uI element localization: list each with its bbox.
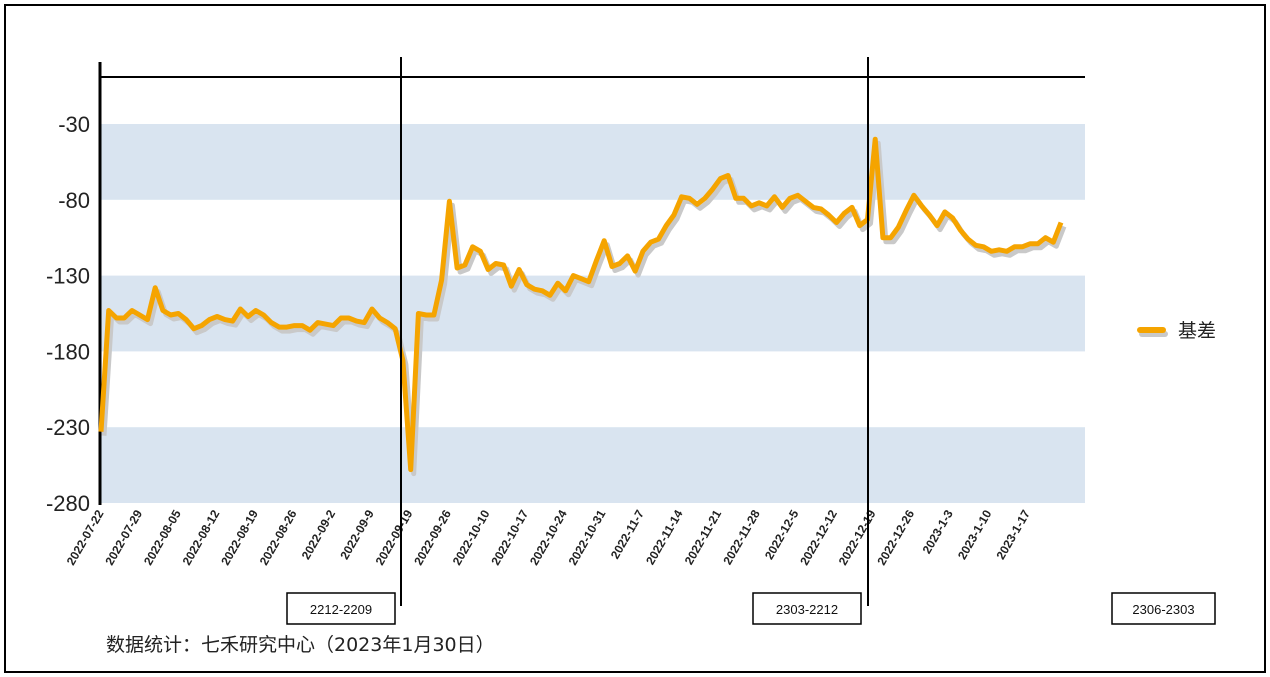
period-label-box — [1111, 592, 1216, 625]
y-tick-label: -130 — [46, 264, 90, 289]
period-dividers: 2212-2209 2303-2212 2306-2303 — [286, 57, 1216, 625]
y-tick-label: -80 — [58, 188, 90, 213]
source-caption: 数据统计：七禾研究中心（2023年1月30日） — [106, 634, 495, 656]
period-label-box — [752, 592, 862, 625]
series-group — [98, 136, 1067, 477]
plot-bands — [101, 124, 1085, 503]
y-tick-label: -230 — [46, 415, 90, 440]
plot-band — [101, 427, 1085, 503]
y-tick-label: -180 — [46, 339, 90, 364]
period-label: 2212-2209 — [310, 602, 372, 617]
y-tick-label: -30 — [58, 112, 90, 137]
plot-band — [101, 124, 1085, 200]
legend-label: 基差 — [1178, 320, 1216, 342]
y-tick-label: -280 — [46, 491, 90, 516]
period-label: 2303-2212 — [776, 602, 838, 617]
y-axis-ticks: -30 -80 -130 -180 -230 -280 — [46, 112, 90, 516]
period-label-box — [286, 592, 396, 625]
period-label: 2306-2303 — [1132, 602, 1194, 617]
legend: 基差 — [1137, 320, 1216, 342]
